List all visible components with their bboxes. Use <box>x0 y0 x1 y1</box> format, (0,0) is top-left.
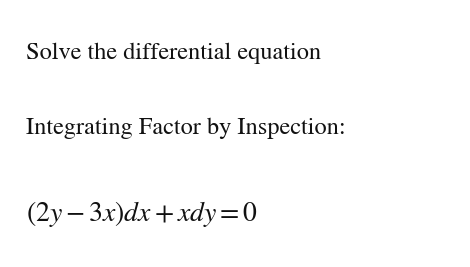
Text: $(2y - 3x)dx + xdy = 0$: $(2y - 3x)dx + xdy = 0$ <box>26 199 258 229</box>
Text: Solve the differential equation: Solve the differential equation <box>26 43 321 64</box>
Text: Integrating Factor by Inspection:: Integrating Factor by Inspection: <box>26 117 345 139</box>
